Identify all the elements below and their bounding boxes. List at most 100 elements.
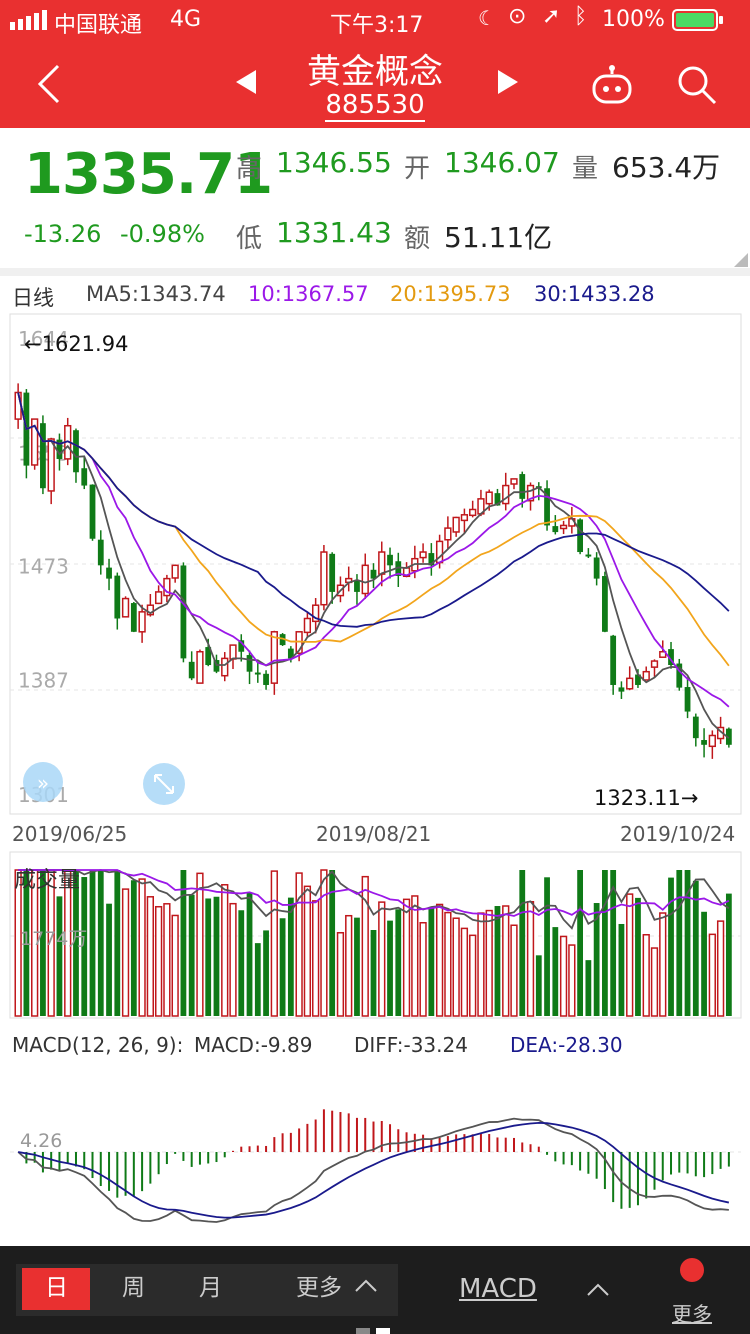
candle-body (626, 677, 634, 690)
volume-bar (89, 870, 96, 1016)
candle-body (519, 474, 526, 499)
volume-bar (526, 901, 535, 1017)
dea-line (17, 1121, 730, 1219)
volume-bar (452, 917, 460, 1017)
candle-body (229, 644, 237, 660)
fullscreen-button[interactable] (143, 763, 185, 805)
candle-body (370, 569, 377, 579)
volume-bar (205, 898, 212, 1016)
volume-bar (519, 870, 526, 1016)
date-start: 2019/06/25 (12, 822, 128, 846)
ma5-value: MA5:1343.74 (86, 282, 226, 306)
volume-bar (171, 914, 179, 1017)
candle-body (121, 597, 130, 618)
change-value: -13.26 (24, 220, 102, 248)
more-menu-icon[interactable] (678, 1256, 706, 1288)
indicator-tab[interactable]: MACD (459, 1274, 537, 1304)
divider (0, 268, 750, 276)
tab-month[interactable]: 月 (199, 1275, 222, 1301)
volume-bar (23, 870, 30, 1016)
volume-bar (163, 903, 171, 1017)
network-type: 4G (170, 7, 202, 32)
volume-bar (701, 911, 707, 1016)
candle-body (610, 635, 617, 685)
candle-body (312, 604, 320, 623)
bluetooth-icon: ᛒ (574, 4, 588, 29)
volume-bar (238, 910, 245, 1016)
volume-bar (428, 907, 435, 1016)
volume-bar (402, 898, 411, 1017)
candle-body (89, 484, 96, 539)
robot-icon[interactable] (590, 64, 634, 110)
volume-bar (329, 870, 336, 1016)
candle-body (469, 508, 477, 517)
expand-corner-icon[interactable] (734, 252, 748, 271)
candle-body (47, 438, 55, 492)
candle-body (684, 687, 691, 712)
volume-bar (378, 901, 386, 1017)
candle-body (106, 567, 112, 579)
location-icon: ➚ (542, 4, 561, 29)
next-stock-icon[interactable] (494, 68, 522, 100)
candle-body (485, 491, 493, 505)
candle-body (378, 551, 386, 575)
volume-bar (659, 912, 667, 1017)
tab-day[interactable] (22, 1268, 90, 1310)
candle-body (618, 687, 625, 692)
stock-code[interactable]: 885530 (0, 90, 750, 122)
double-chevron-icon: » (37, 771, 49, 795)
indicator-chevron-up-icon[interactable] (586, 1282, 610, 1301)
candle-body (502, 484, 510, 505)
volume-ma5-line (18, 869, 730, 930)
tab-week[interactable]: 周 (122, 1275, 145, 1301)
volume-bar (154, 905, 163, 1017)
candle-body (303, 617, 312, 634)
volume-bar (668, 877, 674, 1016)
kline-chart[interactable]: 16441558147313871301 » (0, 0, 750, 1246)
candle-body (692, 716, 699, 739)
volume-bar (544, 877, 550, 1016)
more-chevron-up-icon (354, 1278, 378, 1297)
candle-body (544, 488, 550, 526)
volume-bar (535, 955, 542, 1016)
candle-body (130, 603, 137, 632)
volume-bar (146, 896, 155, 1017)
price-axis-label: 1387 (18, 669, 69, 693)
volume-ma10-line (18, 869, 730, 917)
volume-bar (708, 933, 716, 1017)
candle-body (577, 519, 584, 553)
candle-body (642, 670, 650, 681)
more-menu-label[interactable]: 更多 (672, 1302, 712, 1326)
back-icon[interactable] (34, 62, 62, 110)
date-mid: 2019/08/21 (316, 822, 432, 846)
period-label[interactable]: 日线 (12, 286, 54, 310)
candle-body (279, 634, 286, 646)
diff-value: DIFF:-33.24 (354, 1033, 468, 1057)
volume-bar (502, 905, 510, 1017)
tab-more[interactable]: 更多 (296, 1275, 342, 1301)
volume-bar (419, 922, 427, 1017)
prev-stock-icon[interactable] (232, 68, 260, 100)
candle-body (701, 740, 707, 745)
volume-bar (254, 943, 261, 1016)
collapse-button[interactable]: » (23, 762, 63, 802)
page-indicator (356, 1328, 392, 1334)
volume-bar (336, 932, 345, 1017)
volume-title: 成交量 (14, 868, 81, 893)
volume-bar (610, 870, 617, 1016)
candle-body (254, 672, 261, 675)
volume-bar (642, 934, 650, 1017)
volume-bar (196, 872, 204, 1017)
search-icon[interactable] (676, 64, 718, 110)
volume-bar (303, 885, 312, 1017)
candle-body (452, 516, 460, 533)
candle-body (205, 647, 212, 666)
nav-bar: 黄金概念 885530 (0, 40, 750, 128)
volume-bar (81, 877, 88, 1016)
signal-icon (10, 10, 48, 36)
price-axis-label: 1644 (18, 327, 69, 351)
volume-bar (510, 924, 518, 1017)
ma10-line (17, 392, 730, 708)
page-dot-inactive (356, 1328, 370, 1334)
volume-bar (395, 909, 402, 1016)
